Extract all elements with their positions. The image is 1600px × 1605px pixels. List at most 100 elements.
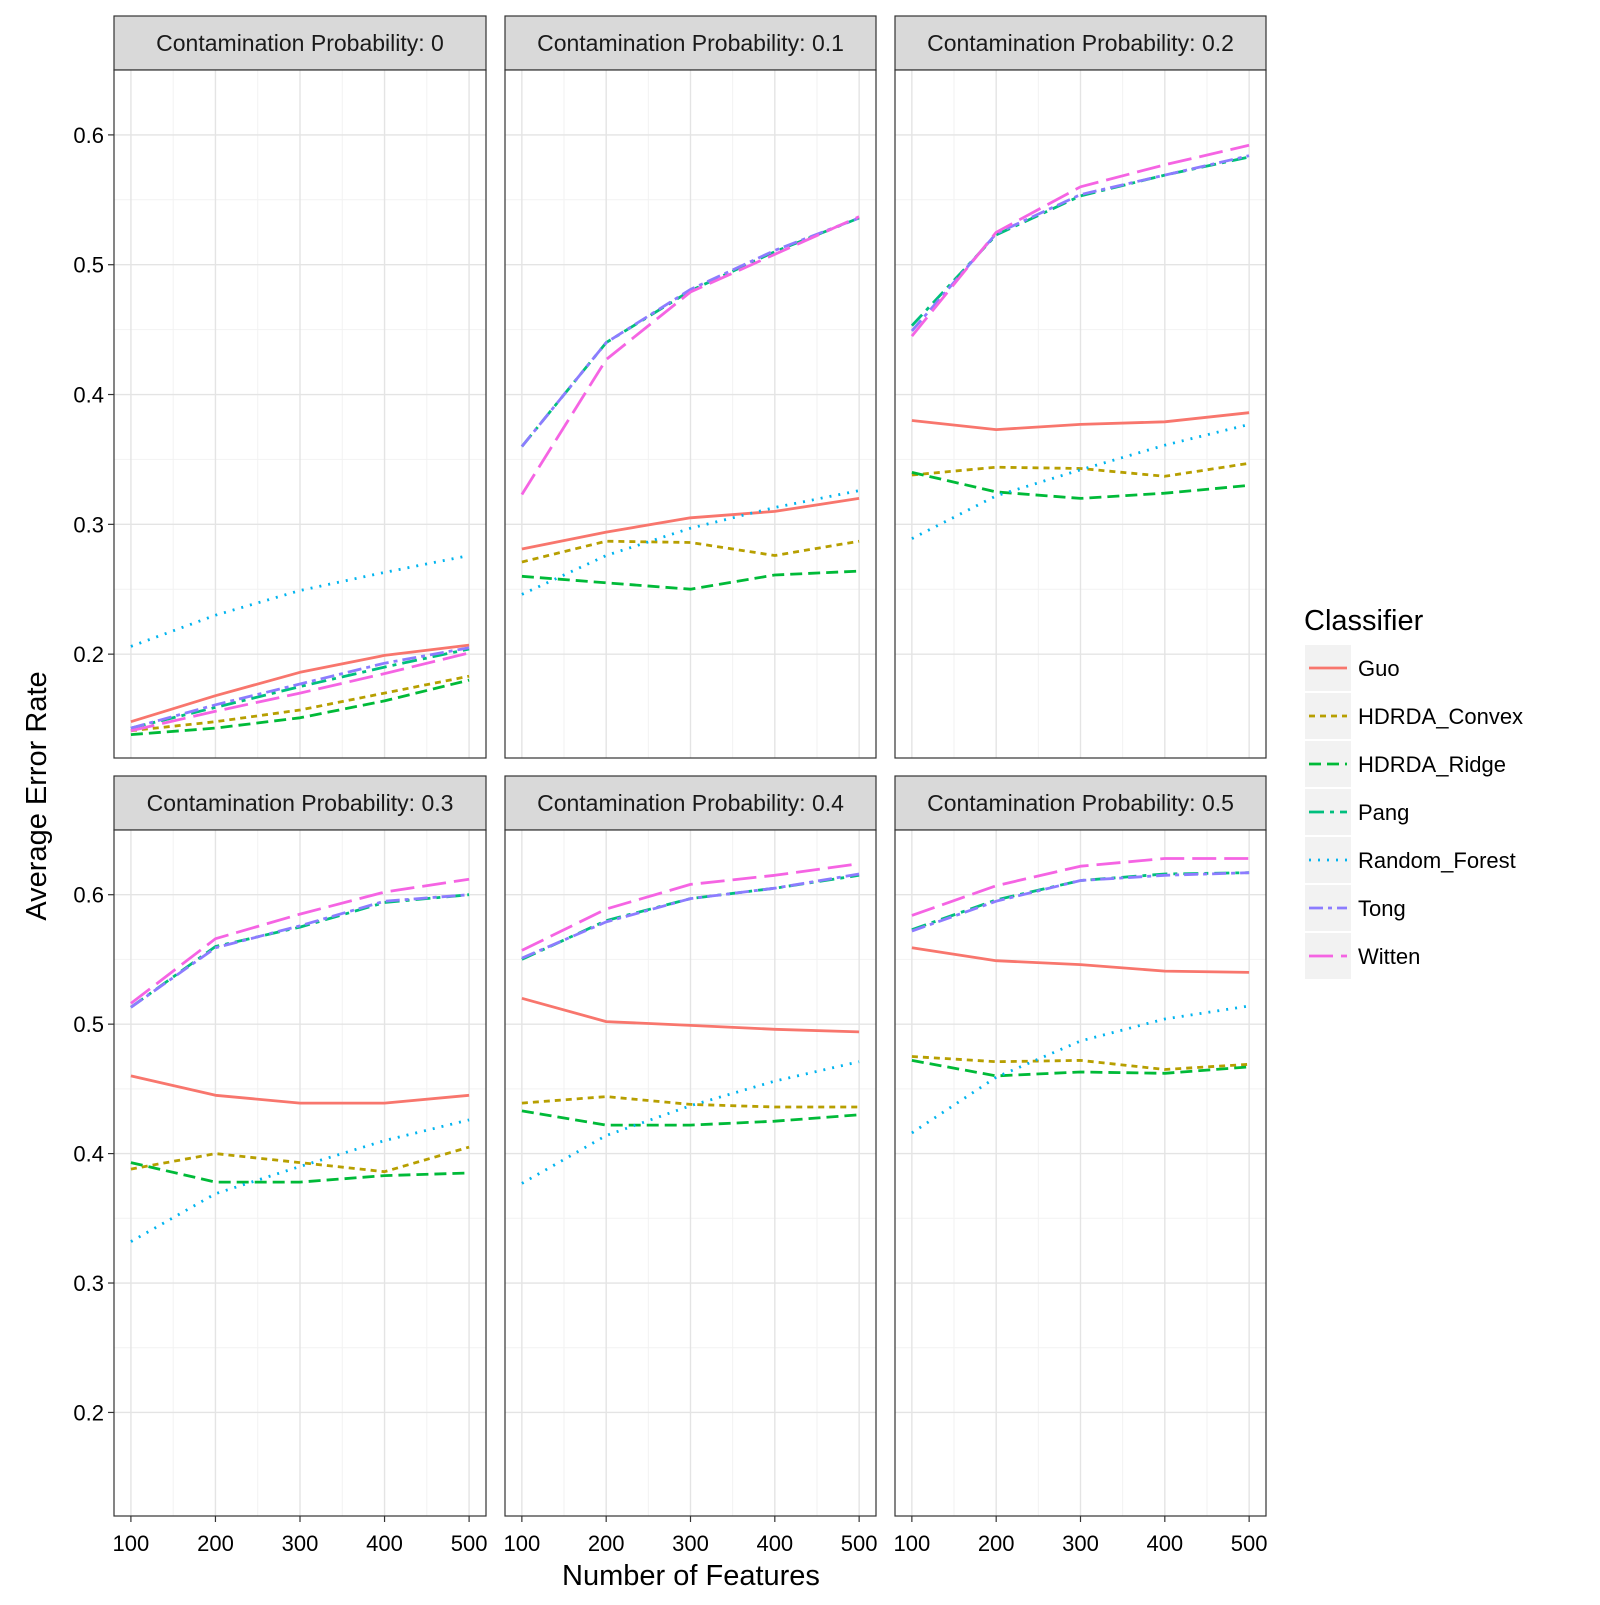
- legend-entry: Witten: [1303, 931, 1420, 981]
- series-line-hdrda-ridge: [521, 1109, 860, 1127]
- legend-label: HDRDA_Convex: [1358, 704, 1523, 729]
- series-line-witten: [130, 651, 470, 733]
- legend: Classifier Guo HDRDA_Convex HDRDA_Ridge Pan…: [1303, 605, 1523, 981]
- y-tick-label: 0.2: [73, 1400, 104, 1425]
- x-tick-label: 300: [1062, 1531, 1099, 1556]
- facet-strip: [894, 15, 1267, 71]
- y-axes-layer: 0.2 0.3 0.4 0.5 0.6 0.2 0.3 0.4 0.5 0.6: [73, 123, 114, 1425]
- facet-strip: [504, 775, 877, 831]
- x-axis-title: Number of Features: [562, 1560, 820, 1592]
- facet-strip: [504, 15, 877, 71]
- facet-strip-label: Contamination Probability: 0.3: [147, 790, 454, 816]
- series-line-hdrda-convex: [521, 539, 860, 564]
- facet-panel: Contamination Probability: 0.3: [113, 775, 487, 1517]
- legend-entry: Pang: [1303, 787, 1409, 837]
- y-tick-label: 0.6: [73, 123, 104, 148]
- x-tick-label: 400: [1146, 1531, 1183, 1556]
- x-tick-label: 100: [894, 1531, 931, 1556]
- x-tick-label: 500: [451, 1531, 488, 1556]
- series-line-hdrda-ridge: [130, 678, 470, 736]
- facet-panel: Contamination Probability: 0.1: [504, 15, 877, 759]
- y-tick-label: 0.3: [73, 1271, 104, 1296]
- facet-strip-label: Contamination Probability: 0.4: [537, 790, 844, 816]
- y-tick-label: 0.3: [73, 512, 104, 537]
- y-axis-title: Average Error Rate: [21, 671, 53, 920]
- series-line-witten: [910, 143, 1250, 337]
- series-line-hdrda-ridge: [521, 569, 860, 591]
- series-line-guo: [911, 411, 1250, 432]
- legend-label: Pang: [1358, 800, 1409, 825]
- series-line-hdrda-convex: [130, 1145, 470, 1174]
- y-tick-label: 0.5: [73, 253, 104, 278]
- panels-layer: Contamination Probability: 0 Contaminatio…: [113, 15, 1267, 1517]
- x-tick-label: 100: [504, 1531, 541, 1556]
- y-tick-label: 0.4: [73, 1142, 104, 1167]
- series-line-witten: [521, 862, 860, 952]
- x-tick-label: 200: [978, 1531, 1015, 1556]
- series-line-tong: [521, 872, 860, 960]
- series-line-random-forest: [521, 489, 860, 596]
- series-line-guo: [130, 643, 470, 724]
- facet-strip: [113, 15, 487, 71]
- facet-strip-label: Contamination Probability: 0.1: [537, 30, 844, 56]
- series-line-random-forest: [521, 1060, 860, 1185]
- facet-strip-label: Contamination Probability: 0: [156, 30, 444, 56]
- x-axes-layer: 100 200 300 400 500 100 200 300 400 500 100 200 300 4…: [113, 1516, 1268, 1556]
- y-tick-label: 0.2: [73, 642, 104, 667]
- x-tick-label: 200: [588, 1531, 625, 1556]
- series-line-guo: [911, 946, 1250, 974]
- x-tick-label: 500: [841, 1531, 878, 1556]
- x-tick-label: 500: [1231, 1531, 1268, 1556]
- series-line-witten: [130, 877, 470, 1005]
- panel-border: [894, 69, 1267, 759]
- x-tick-label: 200: [197, 1531, 234, 1556]
- legend-label: Guo: [1358, 656, 1400, 681]
- x-tick-label: 300: [672, 1531, 709, 1556]
- series-line-guo: [130, 1074, 470, 1105]
- series-line-tong: [130, 646, 470, 730]
- x-tick-label: 400: [756, 1531, 793, 1556]
- facet-panel: Contamination Probability: 0.2: [894, 15, 1267, 759]
- series-line-hdrda-convex: [130, 674, 470, 733]
- panel-border: [113, 69, 487, 759]
- legend-entry: Random_Forest: [1303, 835, 1516, 885]
- series-line-random-forest: [911, 423, 1250, 540]
- legend-entries: Guo HDRDA_Convex HDRDA_Ridge Pang Random_For…: [1303, 643, 1523, 981]
- facet-panel: Contamination Probability: 0.5: [894, 775, 1267, 1517]
- series-line-tong: [130, 893, 470, 1009]
- legend-label: Tong: [1358, 896, 1406, 921]
- legend-entry: Guo: [1303, 643, 1400, 693]
- series-line-pang: [130, 647, 470, 730]
- y-tick-label: 0.4: [73, 383, 104, 408]
- legend-entry: HDRDA_Convex: [1303, 691, 1523, 741]
- series-line-hdrda-convex: [911, 1055, 1250, 1071]
- facet-strip: [113, 775, 487, 831]
- facet-strip: [894, 775, 1267, 831]
- y-tick-label: 0.5: [73, 1012, 104, 1037]
- series-line-guo: [521, 497, 860, 551]
- series-line-witten: [911, 857, 1250, 917]
- facet-strip-label: Contamination Probability: 0.2: [927, 30, 1234, 56]
- x-tick-label: 100: [113, 1531, 150, 1556]
- series-line-hdrda-ridge: [130, 1161, 470, 1184]
- legend-label: Witten: [1358, 944, 1420, 969]
- x-tick-label: 400: [366, 1531, 403, 1556]
- facet-panel: Contamination Probability: 0: [113, 15, 487, 759]
- legend-label: HDRDA_Ridge: [1358, 752, 1506, 777]
- series-line-hdrda-convex: [911, 461, 1250, 478]
- legend-entry: Tong: [1303, 883, 1406, 933]
- series-line-random-forest: [130, 1118, 470, 1243]
- series-line-hdrda-ridge: [911, 1059, 1250, 1078]
- series-line-tong: [520, 216, 860, 448]
- series-line-guo: [521, 996, 860, 1034]
- series-line-witten: [520, 215, 860, 496]
- series-line-hdrda-convex: [521, 1095, 860, 1109]
- legend-title: Classifier: [1304, 605, 1424, 637]
- legend-entry: HDRDA_Ridge: [1303, 739, 1506, 789]
- facet-panel: Contamination Probability: 0.4: [504, 775, 877, 1517]
- series-line-tong: [911, 871, 1250, 933]
- legend-label: Random_Forest: [1358, 848, 1516, 873]
- facet-strip-label: Contamination Probability: 0.5: [927, 790, 1234, 816]
